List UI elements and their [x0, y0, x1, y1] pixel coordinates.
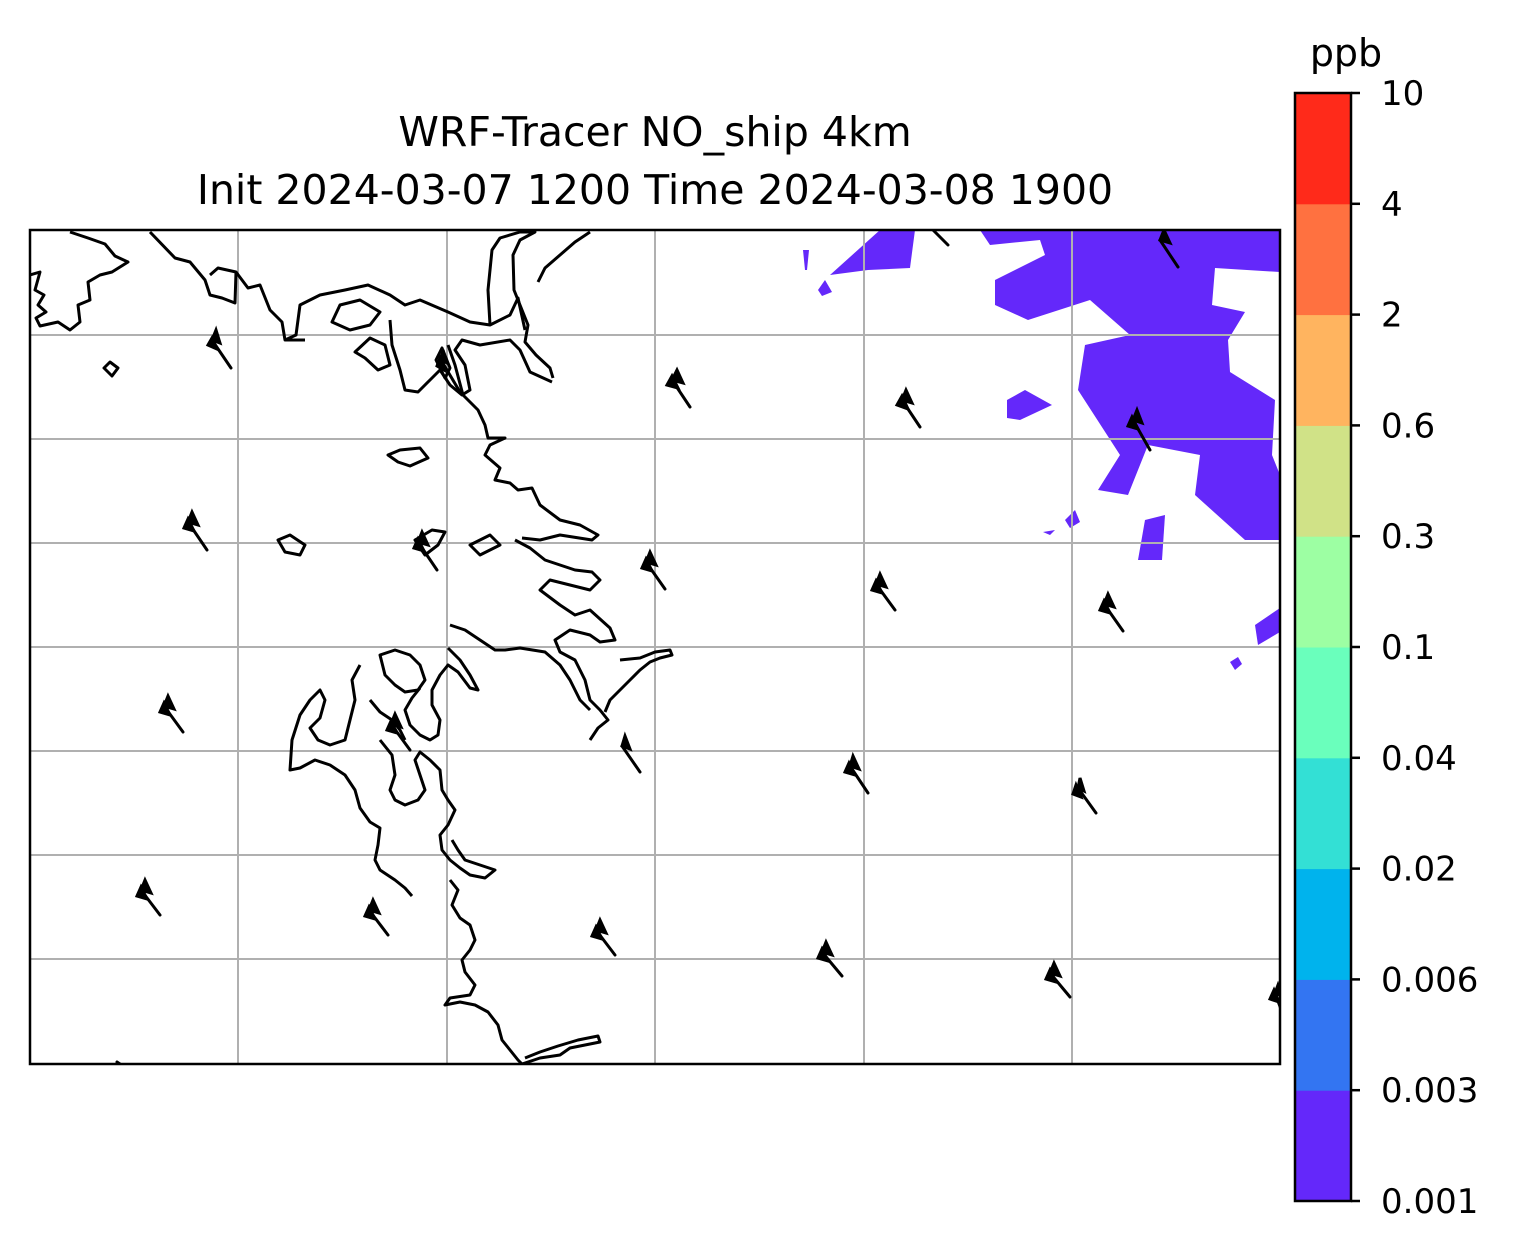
wind-barb	[894, 386, 922, 429]
wind-barb	[435, 349, 462, 394]
wind-barb	[620, 731, 642, 774]
colorbar-tick-label: 0.6	[1381, 406, 1435, 446]
colorbar-tick-label: 10	[1381, 74, 1424, 114]
coastline-north-3	[284, 283, 527, 342]
wind-barb	[842, 751, 870, 795]
wind-barb	[931, 230, 950, 247]
wind-barb	[157, 692, 185, 734]
colorbar-segment	[1295, 425, 1351, 537]
tracer-patch-east-4	[1230, 657, 1242, 670]
coastline-north-5	[353, 336, 392, 372]
tracer-patch-east-2	[1138, 515, 1165, 560]
coastline-central-1	[514, 538, 617, 741]
colorbar-segment	[1295, 757, 1351, 870]
coastline-bay-island-1	[386, 446, 430, 468]
wind-barb	[1043, 959, 1072, 999]
colorbar-unit-label: ppb	[1310, 31, 1382, 75]
coastline-north-east-island	[434, 346, 452, 380]
tracer-patch-north-2	[803, 250, 809, 270]
coastline-bay-island-3	[468, 533, 502, 557]
wind-barb	[869, 570, 897, 612]
tracer-patch-east-1	[1007, 390, 1052, 420]
wind-barb	[1097, 590, 1125, 633]
colorbar-tick-label: 0.006	[1381, 960, 1478, 1000]
wind-barb	[181, 508, 209, 552]
gridlines	[30, 230, 1280, 1064]
wind-barb	[362, 896, 390, 937]
tracer-concentration-area	[803, 230, 1280, 670]
wind-barbs	[115, 230, 1280, 1064]
map-title-line1: WRF-Tracer NO_ship 4km	[398, 108, 912, 156]
coastline-south	[443, 879, 524, 1064]
coastline-river-west	[388, 319, 553, 397]
coastline-central-6	[378, 739, 497, 880]
coastline-central-3	[403, 646, 480, 742]
colorbar-ticks: 0.001 0.003 0.006 0.02 0.04 0.1 0.3 0.6 2 4 10	[1351, 74, 1478, 1222]
colorbar-segment	[1295, 203, 1351, 316]
colorbar-segment	[1295, 93, 1351, 205]
coastline-central-2	[449, 623, 592, 712]
colorbar-tick-label: 0.003	[1381, 1071, 1478, 1111]
colorbar-tick-label: 0.1	[1381, 628, 1435, 668]
wind-barb	[639, 548, 667, 591]
wind-barb	[589, 916, 617, 957]
colorbar: ppb 0.001 0.003 0.006 0.02 0.04 0.1 0.3 0.6 2 4 10	[1293, 31, 1478, 1222]
map-title-line2: Init 2024-03-07 1200 Time 2024-03-08 190…	[196, 166, 1114, 214]
coastline-peninsula	[446, 344, 600, 542]
coastline-central-5	[288, 664, 414, 897]
wind-barb	[384, 710, 412, 752]
coastlines	[30, 230, 674, 1064]
wind-barb	[1157, 230, 1180, 269]
wind-barb	[411, 528, 439, 572]
colorbar-segment	[1295, 314, 1351, 426]
coastline-south-tip	[521, 1034, 602, 1064]
wind-barb	[815, 938, 844, 978]
coastline-river-east	[486, 230, 555, 379]
colorbar-segment	[1295, 1090, 1351, 1202]
colorbar-tick-label: 0.04	[1381, 739, 1457, 779]
colorbar-segment	[1295, 868, 1351, 980]
colorbar-tick-label: 2	[1381, 296, 1403, 336]
colorbar-segment	[1295, 536, 1351, 648]
coastline-islet-west	[102, 360, 120, 378]
coastline-north-1	[148, 230, 238, 305]
wind-barb	[664, 366, 692, 409]
wind-barb	[1125, 405, 1152, 452]
colorbar-tick-label: 0.02	[1381, 850, 1457, 890]
colorbar-tick-label: 0.001	[1381, 1182, 1478, 1222]
coastline-central-4	[378, 648, 427, 694]
coastline-north-2	[234, 271, 305, 342]
wind-barb	[1071, 777, 1098, 815]
wind-barb	[205, 325, 233, 370]
wind-barb	[134, 876, 162, 917]
coastline-bay-island-4	[276, 533, 307, 557]
coastline-northwest	[30, 230, 130, 332]
tracer-patch-east-3	[1255, 608, 1280, 645]
colorbar-segments	[1295, 93, 1351, 1202]
tracer-patch-main	[830, 230, 1280, 540]
colorbar-tick-label: 4	[1381, 185, 1403, 225]
colorbar-segment	[1295, 979, 1351, 1091]
tracer-patch-east-6	[1043, 530, 1055, 535]
coastline-north-4	[330, 298, 382, 332]
colorbar-segment	[1295, 647, 1351, 759]
colorbar-tick-label: 0.3	[1381, 517, 1435, 557]
coastline-peninsula-tip	[603, 648, 674, 713]
map-frame	[28, 228, 1282, 1066]
tracer-patch-north-1	[818, 280, 832, 296]
coastline-river-north	[536, 230, 591, 283]
map-area	[30, 230, 1280, 1064]
